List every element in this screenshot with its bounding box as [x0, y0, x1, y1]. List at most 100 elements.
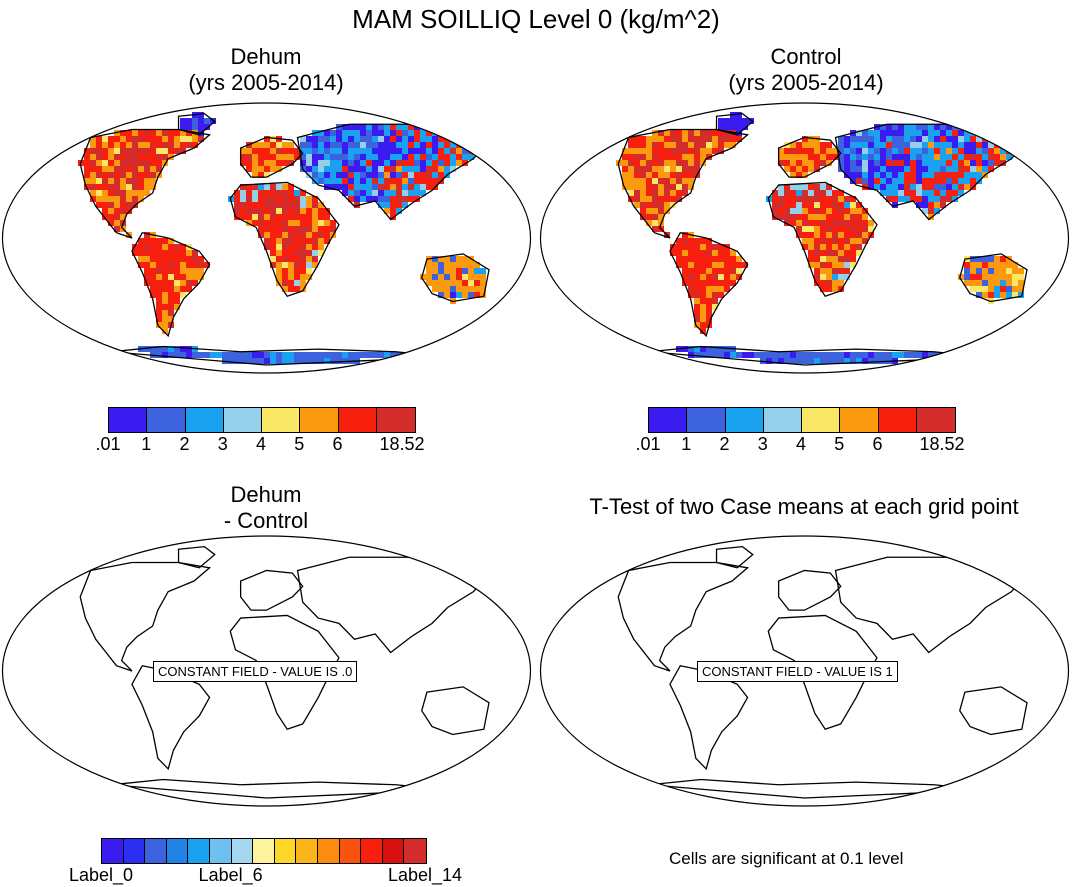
grid-cell	[126, 160, 132, 166]
grid-cell	[258, 142, 264, 148]
grid-cell	[468, 142, 474, 148]
grid-cell	[1018, 292, 1024, 298]
grid-cell	[646, 154, 652, 160]
grid-cell	[318, 358, 324, 364]
colorbar-box	[404, 839, 426, 863]
grid-cell	[150, 184, 156, 190]
grid-cell	[270, 208, 276, 214]
grid-cell	[180, 130, 186, 136]
grid-cell	[904, 154, 910, 160]
grid-cell	[300, 202, 306, 208]
grid-cell	[658, 154, 664, 160]
grid-cell	[198, 136, 204, 142]
grid-cell	[150, 274, 156, 280]
grid-cell	[784, 184, 790, 190]
grid-cell	[366, 184, 372, 190]
grid-cell	[922, 208, 928, 214]
grid-cell	[324, 358, 330, 364]
grid-cell	[850, 262, 856, 268]
grid-cell	[790, 166, 796, 172]
grid-cell	[312, 256, 318, 262]
grid-cell	[970, 172, 976, 178]
colorbar-diff	[101, 838, 427, 864]
colorbar-box	[166, 839, 189, 863]
grid-cell	[288, 256, 294, 262]
grid-cell	[138, 178, 144, 184]
grid-cell	[222, 352, 228, 358]
grid-cell	[324, 226, 330, 232]
grid-cell	[682, 268, 688, 274]
grid-cell	[312, 250, 318, 256]
grid-cell	[144, 274, 150, 280]
grid-cell	[718, 124, 724, 130]
grid-cell	[108, 154, 114, 160]
grid-cell	[958, 274, 964, 280]
grid-cell	[898, 154, 904, 160]
grid-cell	[820, 220, 826, 226]
grid-cell	[652, 148, 658, 154]
colorbar-label: 3	[217, 434, 228, 454]
grid-cell	[312, 208, 318, 214]
grid-cell	[174, 256, 180, 262]
grid-cell	[366, 136, 372, 142]
grid-cell	[622, 172, 628, 178]
grid-cell	[114, 190, 120, 196]
grid-cell	[312, 220, 318, 226]
grid-cell	[234, 202, 240, 208]
grid-cell	[718, 274, 724, 280]
grid-cell	[946, 178, 952, 184]
grid-cell	[168, 304, 174, 310]
grid-cell	[150, 268, 156, 274]
grid-cell	[282, 190, 288, 196]
grid-cell	[772, 208, 778, 214]
colorbar-box	[223, 408, 262, 432]
grid-cell	[904, 130, 910, 136]
grid-cell	[354, 178, 360, 184]
grid-cell	[366, 130, 372, 136]
grid-cell	[420, 190, 426, 196]
grid-cell	[402, 190, 408, 196]
grid-cell	[138, 184, 144, 190]
grid-cell	[312, 262, 318, 268]
grid-cell	[288, 220, 294, 226]
grid-cell	[318, 154, 324, 160]
grid-cell	[976, 280, 982, 286]
grid-cell	[450, 154, 456, 160]
grid-cell	[646, 142, 652, 148]
grid-cell	[958, 130, 964, 136]
grid-cell	[378, 202, 384, 208]
grid-cell	[384, 190, 390, 196]
grid-cell	[396, 202, 402, 208]
panel-title-dehum: Dehum (yrs 2005-2014)	[96, 44, 436, 96]
grid-cell	[408, 190, 414, 196]
grid-cell	[240, 160, 246, 166]
grid-cell	[360, 136, 366, 142]
grid-cell	[952, 184, 958, 190]
grid-cell	[664, 166, 670, 172]
grid-cell	[676, 154, 682, 160]
grid-cell	[802, 148, 808, 154]
grid-cell	[874, 154, 880, 160]
grid-cell	[772, 358, 778, 364]
grid-cell	[940, 178, 946, 184]
grid-cell	[694, 298, 700, 304]
grid-cell	[150, 292, 156, 298]
grid-cell	[174, 262, 180, 268]
grid-cell	[84, 178, 90, 184]
grid-cell	[808, 136, 814, 142]
grid-cell	[336, 178, 342, 184]
grid-cell	[300, 256, 306, 262]
grid-cell	[378, 160, 384, 166]
grid-cell	[444, 154, 450, 160]
colorbar-box	[687, 408, 726, 432]
grid-cell	[468, 280, 474, 286]
grid-cell	[772, 196, 778, 202]
grid-cell	[210, 352, 216, 358]
grid-cell	[670, 196, 676, 202]
grid-cell	[898, 142, 904, 148]
grid-cell	[874, 160, 880, 166]
grid-cell	[904, 196, 910, 202]
grid-cell	[294, 286, 300, 292]
grid-cell	[426, 178, 432, 184]
grid-cell	[342, 124, 348, 130]
